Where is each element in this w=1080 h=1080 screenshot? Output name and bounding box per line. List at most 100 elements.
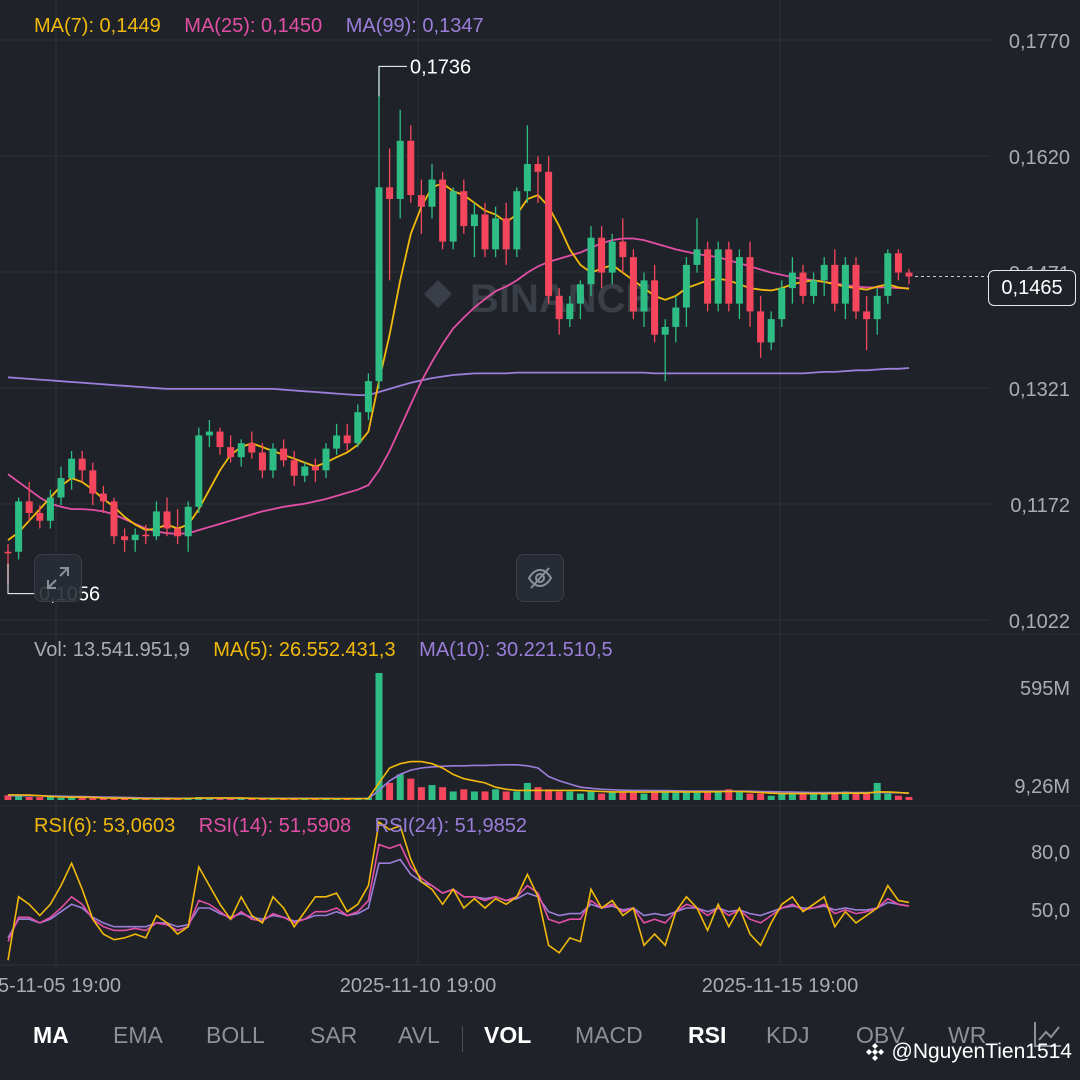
- candle-body: [78, 458, 86, 471]
- ma7-legend: MA(7): 0,1449: [34, 15, 161, 37]
- candle-body: [799, 272, 807, 296]
- candle-body: [237, 443, 245, 458]
- volume-bar: [767, 795, 775, 800]
- tab-rsi[interactable]: RSI: [688, 1022, 727, 1048]
- candle-body: [672, 307, 680, 327]
- rsi6-line: [7, 820, 910, 961]
- vol-ma10-legend: MA(10): 30.221.510,5: [419, 639, 613, 661]
- candle-body: [682, 264, 690, 308]
- chart-settings-icon[interactable]: [1032, 1020, 1064, 1055]
- volume-bar: [386, 782, 394, 800]
- candle-body: [216, 431, 224, 448]
- time-axis-label: 2025-11-10 19:00: [340, 975, 496, 997]
- tab-wr[interactable]: WR: [948, 1022, 987, 1048]
- volume-bar: [651, 791, 659, 800]
- candle-body: [502, 218, 510, 250]
- vol-ma5-legend: MA(5): 26.552.431,3: [213, 639, 396, 661]
- candle-body: [598, 237, 606, 273]
- candle-body: [57, 478, 65, 498]
- ma99-line: [7, 367, 910, 397]
- candle-body: [301, 466, 309, 476]
- candle-body: [280, 448, 288, 461]
- tab-avl[interactable]: AVL: [398, 1022, 440, 1048]
- rsi14-line: [7, 843, 910, 942]
- candle-body: [884, 253, 892, 296]
- tab-ema[interactable]: EMA: [113, 1022, 163, 1048]
- rsi14-legend: RSI(14): 51,5908: [198, 815, 352, 837]
- volume-bar: [15, 794, 23, 800]
- tab-obv[interactable]: OBV: [856, 1022, 905, 1048]
- expand-icon[interactable]: [34, 554, 82, 602]
- volume-bar: [576, 793, 584, 800]
- volume-bar: [863, 793, 871, 800]
- tab-macd[interactable]: MACD: [575, 1022, 643, 1048]
- tab-divider: [462, 1026, 463, 1052]
- candle-body: [735, 257, 743, 304]
- rsi-axis-label: 80,0: [1031, 842, 1070, 864]
- volume-bar: [68, 797, 76, 800]
- candle-body: [778, 288, 786, 320]
- tab-ma[interactable]: MA: [33, 1022, 69, 1048]
- candle-body: [608, 241, 616, 273]
- candle-body: [269, 448, 277, 471]
- volume-bar: [587, 791, 595, 800]
- candle-body: [364, 381, 372, 413]
- candle-body: [449, 191, 457, 242]
- candle-body: [725, 249, 733, 304]
- candle-body: [661, 326, 669, 335]
- candle-body: [576, 284, 584, 304]
- volume-bar: [799, 793, 807, 800]
- binance-watermark-logo: [424, 280, 452, 308]
- time-axis-label: 5-11-05 19:00: [0, 975, 121, 997]
- volume-bar: [704, 791, 712, 800]
- rsi-legend: RSI(6): 53,0603 RSI(14): 51,5908 RSI(24)…: [34, 815, 545, 838]
- volume-bar: [237, 798, 245, 800]
- candle-body: [205, 431, 213, 436]
- hide-eye-icon[interactable]: [516, 554, 564, 602]
- volume-bar: [481, 791, 489, 800]
- tab-sar[interactable]: SAR: [310, 1022, 358, 1048]
- candle-body: [788, 272, 796, 289]
- candle-body: [195, 435, 203, 507]
- volume-bar: [661, 791, 669, 800]
- tab-boll[interactable]: BOLL: [206, 1022, 265, 1048]
- volume-axis-label: 595M: [1020, 678, 1070, 700]
- volume-bar: [110, 798, 118, 800]
- candle-body: [873, 295, 881, 320]
- volume-bar: [810, 793, 818, 800]
- rsi6-legend: RSI(6): 53,0603: [34, 815, 176, 837]
- volume-bar: [89, 798, 97, 800]
- volume-bar: [258, 798, 266, 800]
- candle-body: [89, 470, 97, 494]
- candle-body: [121, 536, 129, 541]
- volume-bar: [99, 798, 107, 800]
- candle-body: [841, 264, 849, 304]
- candle-body: [894, 253, 902, 273]
- volume-bar: [121, 798, 129, 800]
- volume-bar: [852, 793, 860, 800]
- candle-body: [831, 264, 839, 304]
- rsi24-legend: RSI(24): 51,9852: [374, 815, 527, 837]
- candle-body: [99, 493, 107, 502]
- high-marker-line: [378, 65, 407, 97]
- tab-kdj[interactable]: KDJ: [766, 1022, 810, 1048]
- candle-body: [481, 214, 489, 250]
- volume-bar: [788, 793, 796, 800]
- volume-bar: [555, 791, 563, 800]
- candle-body: [629, 257, 637, 312]
- ma25-line: [7, 237, 909, 535]
- candle-body: [460, 191, 468, 227]
- volume-bar: [248, 798, 256, 800]
- candle-body: [863, 311, 871, 320]
- volume-axis-label: 9,26M: [1014, 776, 1070, 798]
- candle-body: [492, 218, 500, 250]
- volume-bar: [131, 798, 139, 800]
- candle-body: [810, 280, 818, 296]
- candle-body: [470, 214, 478, 227]
- tab-vol[interactable]: VOL: [484, 1022, 532, 1048]
- candle-body: [248, 443, 256, 453]
- candle-body: [407, 140, 415, 196]
- candle-body: [375, 187, 383, 382]
- candle-body: [333, 435, 341, 449]
